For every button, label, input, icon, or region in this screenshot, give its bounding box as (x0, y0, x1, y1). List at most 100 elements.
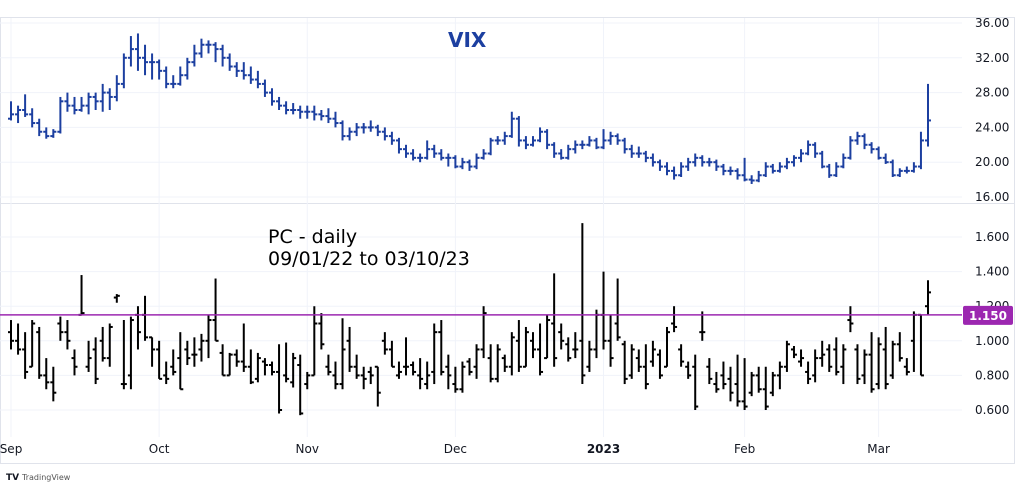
tradingview-logo[interactable]: TV TradingView (6, 473, 71, 483)
pc-bar[interactable] (544, 314, 551, 360)
pc-bar[interactable] (515, 320, 522, 372)
pc-pane[interactable] (0, 223, 962, 416)
pc-bar[interactable] (311, 306, 318, 377)
vix-pane[interactable] (8, 33, 931, 184)
pc-bar[interactable] (353, 354, 360, 379)
pc-bar[interactable] (332, 361, 339, 390)
pc-bar[interactable] (403, 337, 410, 376)
pc-bar[interactable] (339, 318, 346, 390)
pc-bar[interactable] (367, 366, 374, 385)
vix-bar[interactable] (861, 133, 868, 150)
pc-bar[interactable] (692, 354, 699, 410)
vix-bar[interactable] (593, 137, 600, 150)
vix-bar[interactable] (149, 53, 156, 80)
pc-bar[interactable] (501, 354, 508, 372)
pc-bar[interactable] (882, 326, 889, 390)
pc-bar[interactable] (134, 306, 141, 350)
pc-bar[interactable] (283, 342, 290, 383)
pc-bar[interactable] (381, 332, 388, 355)
pc-bar[interactable] (431, 323, 438, 385)
vix-bar[interactable] (798, 149, 805, 163)
pc-bar[interactable] (734, 354, 741, 407)
pc-bar[interactable] (635, 349, 642, 372)
vix-bar[interactable] (529, 136, 536, 147)
pc-bar[interactable] (297, 354, 304, 416)
vix-bar[interactable] (388, 131, 395, 145)
pc-bar[interactable] (36, 326, 43, 379)
pc-bar[interactable] (861, 349, 868, 385)
pc-bar[interactable] (487, 344, 494, 383)
vix-bar[interactable] (254, 70, 261, 89)
vix-bar[interactable] (78, 96, 85, 112)
vix-bar[interactable] (762, 162, 769, 177)
vix-bar[interactable] (367, 120, 374, 132)
vix-bar[interactable] (537, 127, 544, 143)
vix-bar[interactable] (261, 79, 268, 97)
vix-bar[interactable] (833, 162, 840, 177)
vix-bar[interactable] (487, 137, 494, 156)
pc-bar[interactable] (452, 366, 459, 393)
pc-bar[interactable] (755, 366, 762, 393)
pc-bar[interactable] (71, 349, 78, 376)
vix-bar[interactable] (417, 153, 424, 163)
vix-bar[interactable] (184, 57, 191, 80)
pc-bar[interactable] (903, 358, 910, 376)
vix-bar[interactable] (706, 157, 713, 167)
vix-bar[interactable] (565, 144, 572, 160)
pc-bar[interactable] (438, 320, 445, 376)
pc-bar[interactable] (522, 326, 529, 368)
vix-bar[interactable] (748, 175, 755, 184)
pc-bar[interactable] (607, 314, 614, 367)
vix-bar[interactable] (85, 92, 92, 115)
vix-bar[interactable] (29, 108, 36, 128)
pc-bar[interactable] (92, 337, 99, 385)
vix-bar[interactable] (374, 124, 381, 137)
pc-bar[interactable] (748, 371, 755, 397)
vix-bar[interactable] (36, 118, 43, 137)
vix-bar[interactable] (127, 36, 134, 67)
pc-bar[interactable] (459, 361, 466, 393)
vix-bar[interactable] (628, 144, 635, 158)
pc-bar[interactable] (388, 340, 395, 368)
pc-bar[interactable] (558, 323, 565, 350)
pc-bar[interactable] (184, 340, 191, 366)
vix-bar[interactable] (769, 163, 776, 174)
vix-bar[interactable] (15, 105, 22, 124)
vix-bar[interactable] (71, 96, 78, 115)
pc-bar[interactable] (156, 340, 163, 380)
vix-bar[interactable] (353, 123, 360, 137)
vix-bar[interactable] (163, 66, 170, 89)
vix-bar[interactable] (649, 153, 656, 167)
vix-bar[interactable] (177, 66, 184, 86)
pc-bar[interactable] (268, 361, 275, 376)
pc-bar[interactable] (318, 313, 325, 350)
vix-bar[interactable] (445, 153, 452, 167)
vix-bar[interactable] (452, 155, 459, 169)
vix-bar[interactable] (304, 105, 311, 119)
pc-bar[interactable] (769, 371, 776, 397)
vix-bar[interactable] (544, 129, 551, 150)
vix-bar[interactable] (600, 129, 607, 150)
pc-bar[interactable] (85, 340, 92, 372)
pc-bar[interactable] (840, 344, 847, 385)
pc-bar[interactable] (551, 273, 558, 367)
vix-bar[interactable] (727, 166, 734, 176)
price-axis[interactable]: 36.00 32.00 28.00 24.00 20.00 16.00 1.600 1.400… (963, 16, 1013, 417)
pc-bar[interactable] (374, 365, 381, 407)
vix-bar[interactable] (205, 40, 212, 54)
vix-bar[interactable] (621, 137, 628, 154)
pc-bar[interactable] (149, 336, 156, 367)
vix-bar[interactable] (819, 150, 826, 169)
vix-bar[interactable] (755, 170, 762, 183)
vix-bar[interactable] (494, 136, 501, 145)
vix-bar[interactable] (656, 159, 663, 171)
vix-bar[interactable] (607, 131, 614, 145)
vix-bar[interactable] (889, 159, 896, 177)
pc-bar[interactable] (586, 340, 593, 372)
pc-bar[interactable] (395, 361, 402, 379)
vix-bar[interactable] (678, 162, 685, 177)
pc-bar[interactable] (205, 314, 212, 359)
pc-bar[interactable] (57, 316, 64, 341)
vix-bar[interactable] (635, 146, 642, 158)
vix-bar[interactable] (410, 149, 417, 161)
